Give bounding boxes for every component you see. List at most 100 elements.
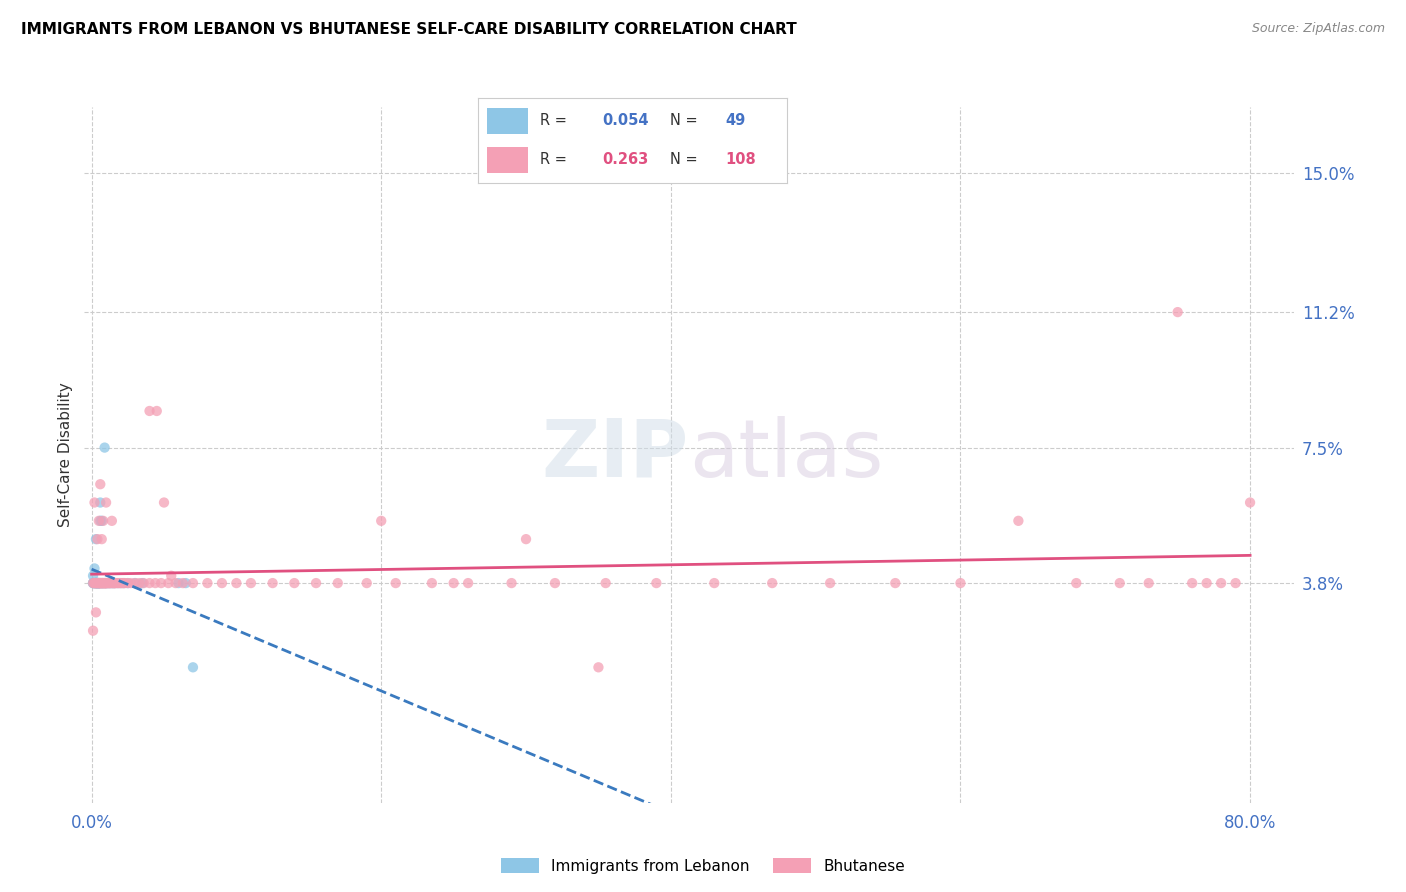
Point <box>595 576 617 591</box>
Text: 108: 108 <box>725 153 756 168</box>
Point <box>103 576 125 591</box>
Point <box>326 576 349 591</box>
Point <box>87 576 110 591</box>
Point <box>305 576 328 591</box>
Point <box>82 576 104 591</box>
Point <box>84 576 107 591</box>
Point <box>94 576 117 591</box>
Point <box>110 576 132 591</box>
Point <box>82 576 104 591</box>
Point <box>86 576 108 591</box>
Point <box>90 576 112 591</box>
Point <box>949 576 972 591</box>
Point <box>108 576 131 591</box>
Point <box>93 576 115 591</box>
Point <box>93 576 115 591</box>
Legend: Immigrants from Lebanon, Bhutanese: Immigrants from Lebanon, Bhutanese <box>495 852 911 880</box>
Point <box>89 495 111 509</box>
Point <box>98 576 121 591</box>
Point <box>94 576 117 591</box>
Point <box>93 576 115 591</box>
Point <box>91 576 114 591</box>
Point <box>83 576 105 591</box>
Point <box>86 576 108 591</box>
Point <box>145 404 167 418</box>
Point <box>181 576 204 591</box>
Point <box>87 576 110 591</box>
Text: ZIP: ZIP <box>541 416 689 494</box>
Point <box>1137 576 1160 591</box>
Point <box>101 576 124 591</box>
Point <box>174 576 197 591</box>
Point <box>120 576 142 591</box>
Point <box>157 576 180 591</box>
Point <box>101 514 124 528</box>
Point <box>138 576 160 591</box>
Point <box>443 576 465 591</box>
Bar <box>488 108 527 134</box>
Text: atlas: atlas <box>689 416 883 494</box>
Point <box>1108 576 1130 591</box>
Point <box>90 532 112 546</box>
Point <box>101 576 124 591</box>
Point <box>103 576 125 591</box>
Point <box>98 576 121 591</box>
Point <box>90 576 112 591</box>
Text: R =: R = <box>540 153 567 168</box>
Text: IMMIGRANTS FROM LEBANON VS BHUTANESE SELF-CARE DISABILITY CORRELATION CHART: IMMIGRANTS FROM LEBANON VS BHUTANESE SEL… <box>21 22 797 37</box>
Point <box>96 576 118 591</box>
Point <box>96 576 118 591</box>
Point <box>83 576 105 591</box>
Point <box>91 576 114 591</box>
Point <box>83 576 105 591</box>
Point <box>1239 495 1261 509</box>
Point <box>89 576 111 591</box>
Text: N =: N = <box>669 113 697 128</box>
Point <box>84 606 107 620</box>
Point <box>172 576 194 591</box>
Point <box>82 568 104 582</box>
Point <box>87 576 110 591</box>
Point <box>703 576 725 591</box>
Text: R =: R = <box>540 113 567 128</box>
Point <box>86 576 108 591</box>
Point <box>370 514 392 528</box>
Point <box>100 576 122 591</box>
Point <box>457 576 479 591</box>
Point <box>239 576 262 591</box>
Point <box>83 576 105 591</box>
Point <box>111 576 134 591</box>
Point <box>501 576 523 591</box>
Point <box>89 576 111 591</box>
Point <box>107 576 129 591</box>
Point <box>83 576 105 591</box>
Point <box>87 576 110 591</box>
Text: 49: 49 <box>725 113 745 128</box>
Point <box>124 576 146 591</box>
Point <box>110 576 132 591</box>
Point <box>356 576 378 591</box>
Point <box>86 532 108 546</box>
Point <box>262 576 284 591</box>
Point <box>87 576 110 591</box>
Point <box>84 576 107 591</box>
Bar <box>488 147 527 173</box>
Point <box>87 576 110 591</box>
Point <box>94 576 117 591</box>
Point <box>93 576 115 591</box>
Point <box>84 576 107 591</box>
Point <box>107 576 129 591</box>
Point <box>167 576 190 591</box>
Point <box>91 514 114 528</box>
Point <box>181 660 204 674</box>
Point <box>1066 576 1088 591</box>
Point <box>84 532 107 546</box>
Point <box>132 576 155 591</box>
Point <box>89 576 111 591</box>
Point <box>86 576 108 591</box>
Point <box>87 576 110 591</box>
Point <box>131 576 153 591</box>
Point <box>94 576 117 591</box>
Point <box>645 576 668 591</box>
Point <box>89 576 111 591</box>
